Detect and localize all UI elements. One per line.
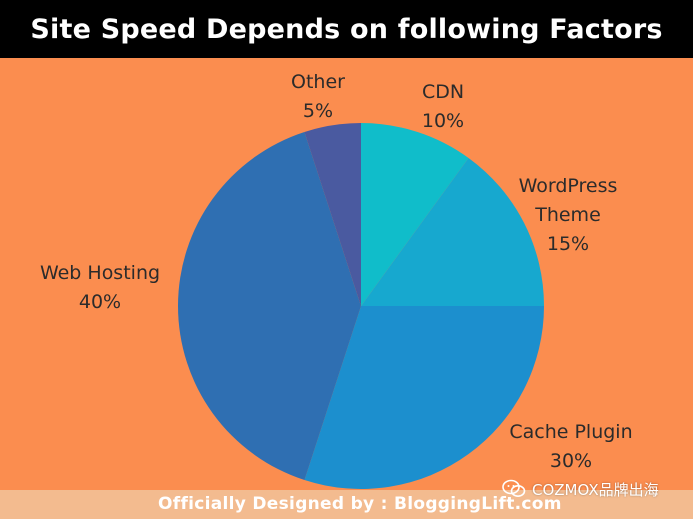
slice-value-web-hosting: 40% [79,291,121,313]
slice-value-cdn: 10% [422,110,464,132]
slice-value-wordpress-theme: 15% [547,233,589,255]
footer-credit: Officially Designed by : BloggingLift.co… [158,494,562,514]
pie-slice-cache-plugin [304,306,544,489]
watermark: COZMOX品牌出海 [502,476,659,502]
chart-title: Site Speed Depends on following Factors [30,13,663,45]
slice-label-wordpress-theme-1: WordPress [519,175,618,197]
slice-label-cache-plugin: Cache Plugin [509,421,632,443]
slice-value-other: 5% [303,100,333,122]
pie-slice-cdn [361,123,469,306]
chart-title-bar: Site Speed Depends on following Factors [0,0,693,58]
slice-label-other: Other [291,71,345,93]
slice-label-wordpress-theme-2: Theme [534,204,601,226]
footer-bar [0,490,693,519]
pie-slice-wordpress-theme [361,157,544,306]
wechat-icon [502,479,526,497]
pie-slice-other [304,123,361,306]
slice-value-cache-plugin: 30% [550,450,592,472]
slice-label-web-hosting: Web Hosting [40,262,160,284]
pie-slice-web-hosting [178,131,361,481]
slice-label-cdn: CDN [422,81,464,103]
watermark-text: COZMOX品牌出海 [532,480,659,499]
